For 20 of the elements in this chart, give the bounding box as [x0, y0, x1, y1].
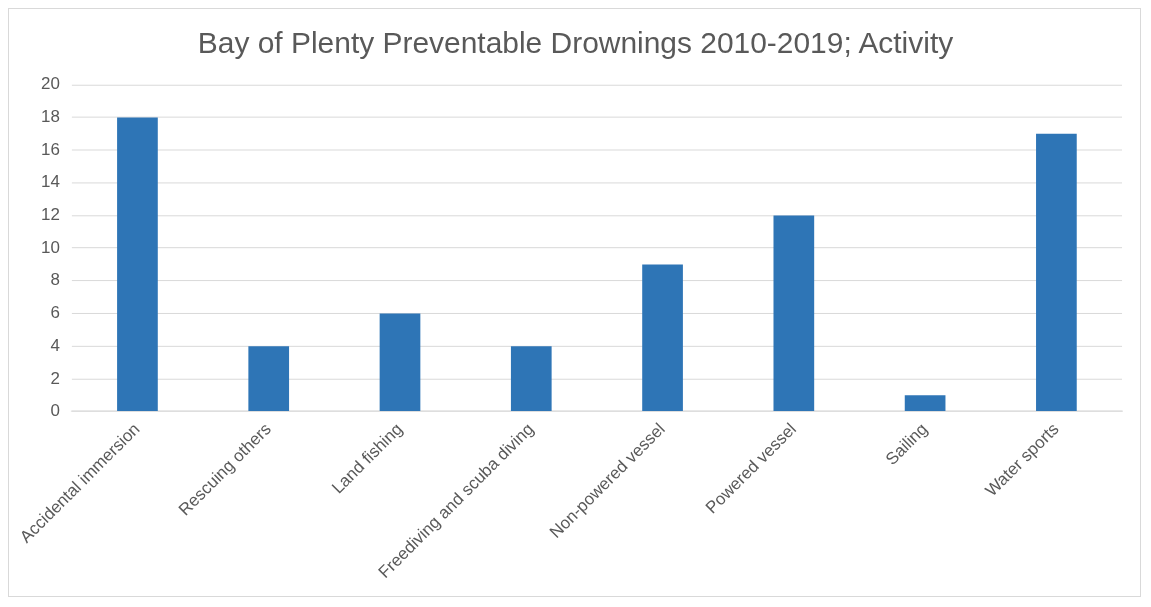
chart-title: Bay of Plenty Preventable Drownings 2010-2019; Activity — [197, 26, 954, 60]
y-tick-label: 20 — [40, 74, 60, 94]
bar — [248, 346, 290, 412]
y-tick-label: 8 — [50, 270, 60, 290]
y-tick-label: 0 — [50, 401, 60, 421]
bar — [642, 264, 683, 412]
bar — [117, 117, 158, 412]
y-tick-label: 12 — [40, 205, 60, 225]
bar — [379, 313, 421, 412]
y-tick-label: 4 — [50, 335, 60, 355]
y-tick-label: 18 — [40, 107, 60, 127]
bar — [904, 395, 946, 412]
y-tick-label: 6 — [50, 303, 60, 323]
bar — [773, 215, 815, 412]
bar — [510, 346, 552, 412]
y-tick-label: 10 — [40, 237, 60, 257]
y-tick-label: 14 — [40, 172, 60, 192]
y-tick-label: 2 — [50, 368, 60, 388]
y-tick-label: 16 — [40, 139, 60, 159]
bar — [1036, 133, 1077, 412]
